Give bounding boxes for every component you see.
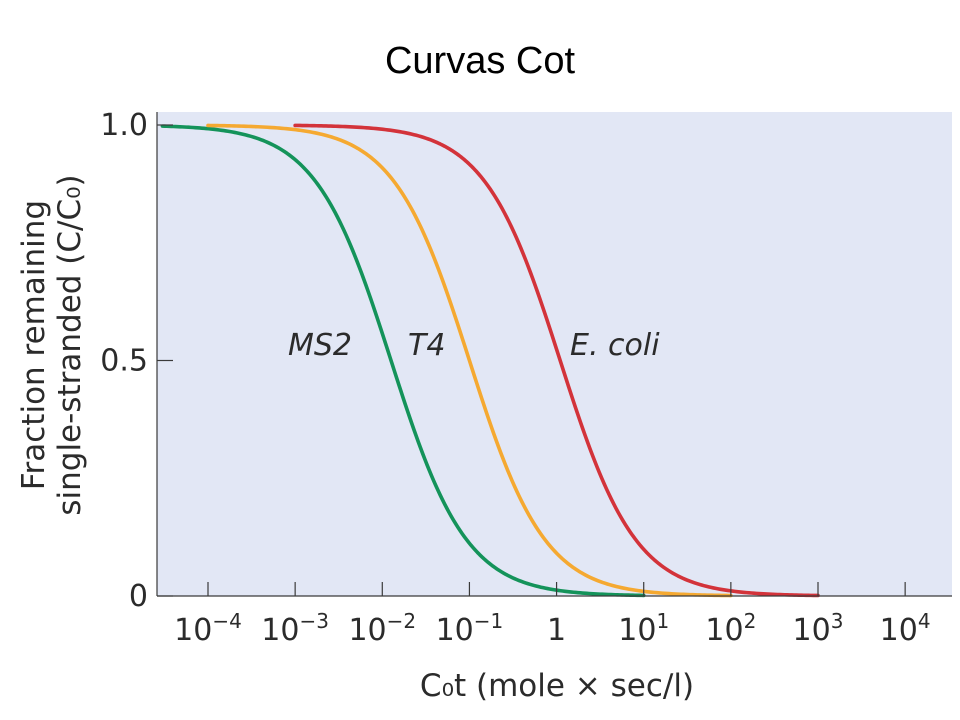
x-tick-exponent: −4: [212, 609, 241, 633]
y-axis-title-line2: single-stranded (C/C₀): [52, 174, 88, 515]
y-tick-label: 1.0: [100, 108, 148, 143]
x-tick-label: 10−3: [261, 609, 329, 648]
series-label-0: MS2: [288, 328, 352, 363]
y-axis-title-line1: Fraction remaining: [16, 200, 52, 490]
y-axis-ticks: 0 0.5 1.0: [100, 108, 173, 614]
x-tick-exponent: −3: [299, 609, 328, 633]
x-tick-label: 10−2: [348, 609, 416, 648]
x-tick-base: 10: [174, 613, 212, 648]
x-tick-base: 10: [880, 613, 918, 648]
page-title: Curvas Cot: [384, 40, 576, 82]
x-axis-ticks: 10−4 10−3 10−2 10−1 1 101 102 103 104: [174, 582, 931, 648]
axis-titles: C₀t (mole × sec/l) Fraction remaining sing…: [16, 174, 694, 704]
plot-area: [157, 112, 952, 596]
x-tick-exponent: 1: [656, 609, 669, 633]
series-labels: MS2 T4 E. coli: [288, 328, 660, 363]
x-tick-exponent: 2: [744, 609, 757, 633]
x-tick-exponent: −2: [387, 609, 416, 633]
x-tick-exponent: 4: [918, 609, 931, 633]
x-axis-title: C₀t (mole × sec/l): [420, 668, 694, 704]
x-tick-base: 10: [793, 613, 831, 648]
y-tick-label: 0: [129, 579, 148, 614]
x-tick-label: 104: [880, 609, 931, 648]
series-label-1: T4: [408, 328, 445, 363]
x-tick-exponent: −1: [474, 609, 503, 633]
x-tick-label: 103: [793, 609, 844, 648]
x-tick-exponent: 3: [831, 609, 844, 633]
y-tick-label: 0.5: [100, 344, 148, 379]
x-tick-base: 10: [436, 613, 474, 648]
x-tick-base: 10: [348, 613, 386, 648]
series-line-0: [160, 124, 646, 598]
y-axis-title: Fraction remaining single-stranded (C/C₀): [16, 174, 88, 515]
x-tick-base: 1: [547, 613, 566, 648]
x-tick-label: 1: [547, 613, 566, 648]
x-tick-label: 10−1: [436, 609, 504, 648]
x-tick-base: 10: [618, 613, 656, 648]
x-tick-base: 10: [261, 613, 299, 648]
x-tick-label: 10−4: [174, 609, 242, 648]
x-tick-base: 10: [705, 613, 743, 648]
x-tick-label: 101: [618, 609, 669, 648]
x-tick-label: 102: [705, 609, 756, 648]
series-label-2: E. coli: [570, 328, 660, 363]
